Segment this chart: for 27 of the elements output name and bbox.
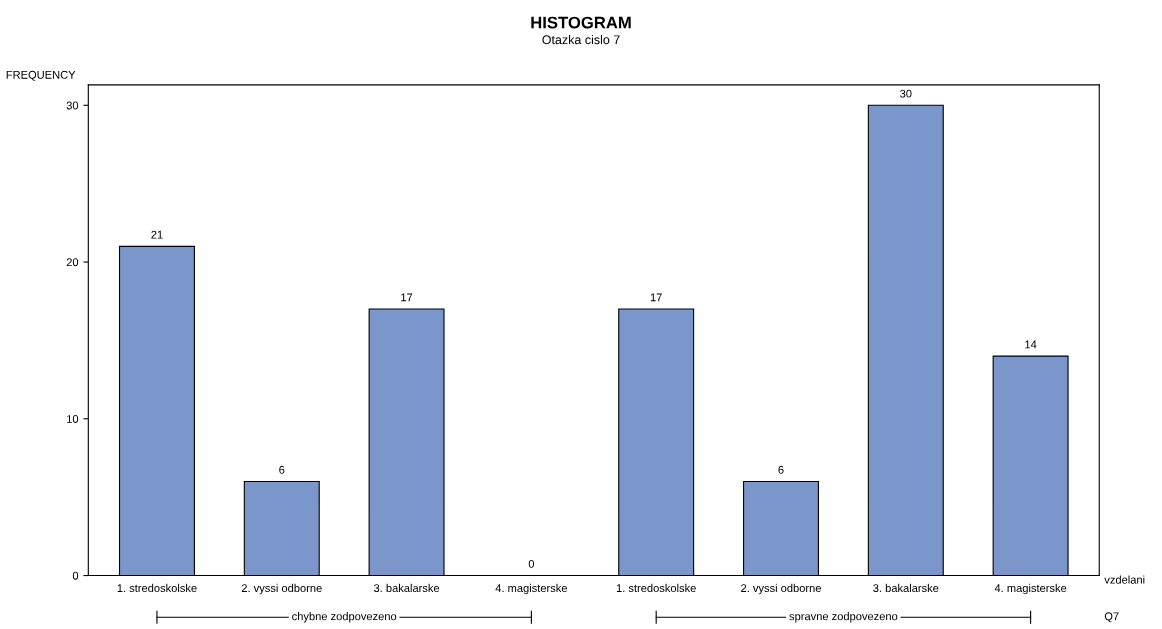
data-label: 17: [401, 293, 413, 302]
y-tick-label: 10: [67, 415, 79, 423]
text: chybne zodpovezeno: [292, 612, 397, 623]
x-tick-label: 3. bakalarske: [873, 583, 939, 593]
data-label: 30: [900, 89, 912, 98]
x-tick-label: 2. vyssi odborne: [741, 583, 821, 595]
y-tick-label: 20: [66, 258, 79, 267]
y-axis-title: FREQUENCY: [6, 70, 76, 81]
y-tick-label: 0: [72, 571, 79, 580]
data-label: 6: [279, 465, 285, 474]
data-label: 21: [151, 230, 163, 239]
text: spravne zodpovezeno: [789, 612, 898, 623]
text: Q7: [1104, 612, 1119, 623]
x-tick-label: 4. magisterske: [495, 583, 568, 595]
data-label: 0: [528, 559, 535, 568]
x-tick-label: 2. vyssi odborne: [241, 583, 322, 595]
x-tick-label: 1. stredoskolske: [117, 583, 197, 593]
chart-title: HISTOGRAM: [531, 16, 631, 29]
x-tick-label: 3. bakalarske: [373, 583, 440, 593]
data-label: 6: [778, 465, 784, 474]
x-axis-title: vzdelani: [1104, 575, 1145, 584]
data-label: 14: [1025, 340, 1037, 349]
y-tick-label: 30: [66, 101, 79, 110]
chart-subtitle: Otazka cislo 7: [542, 34, 620, 45]
data-label: 17: [650, 293, 662, 302]
x-tick-label: 4. magisterske: [994, 583, 1067, 595]
x-tick-label: 1. stredoskolske: [616, 583, 696, 593]
